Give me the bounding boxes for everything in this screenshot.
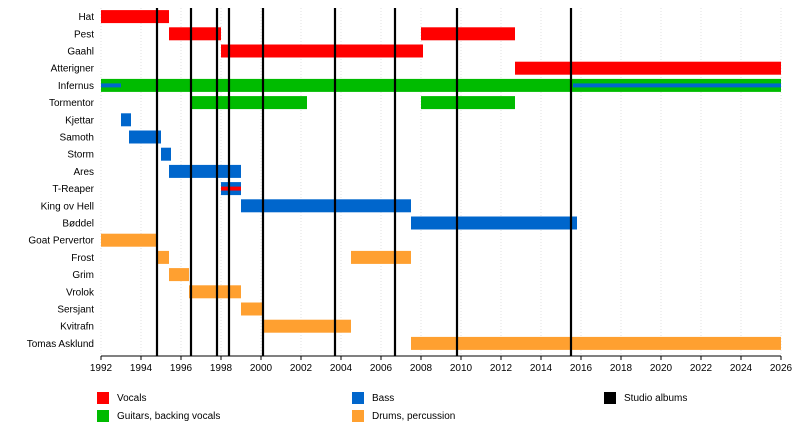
member-bar-guitars <box>191 96 307 110</box>
legend-swatch <box>352 392 364 404</box>
legend-item-vocals: Vocals <box>97 392 146 404</box>
legend-item-guitars: Guitars, backing vocals <box>97 410 220 422</box>
member-label: Frost <box>71 253 94 264</box>
member-bar-vocals <box>515 61 781 75</box>
member-label: King ov Hell <box>41 201 94 212</box>
legend-item-drums: Drums, percussion <box>352 410 455 422</box>
member-label: T-Reaper <box>52 184 94 195</box>
x-tick-label: 2016 <box>570 363 593 374</box>
member-bar-drums <box>351 250 411 264</box>
member-bar-drums <box>411 336 781 350</box>
x-tick-label: 1998 <box>210 363 233 374</box>
member-label: Pest <box>74 29 94 40</box>
member-bar-bass <box>169 164 241 178</box>
x-tick-label: 2008 <box>410 363 433 374</box>
grid-lines <box>100 8 782 356</box>
x-tick-label: 2022 <box>690 363 713 374</box>
x-tick-label: 2014 <box>530 363 553 374</box>
legend-swatch <box>604 392 616 404</box>
member-bar-overlay-vocals <box>221 186 241 191</box>
member-label: Gaahl <box>67 47 94 58</box>
legend-swatch <box>97 392 109 404</box>
x-tick-label: 2012 <box>490 363 513 374</box>
member-bar-vocals <box>169 27 221 41</box>
member-label: Bøddel <box>62 219 94 230</box>
member-label: Infernus <box>58 81 94 92</box>
member-label: Hat <box>78 12 94 23</box>
legend-label: Studio albums <box>624 392 688 404</box>
member-bar-vocals <box>221 44 423 58</box>
member-bar-drums <box>157 250 169 264</box>
member-bar-guitars <box>101 78 781 92</box>
member-bars <box>101 10 781 350</box>
x-tick-label: 1992 <box>90 363 113 374</box>
member-label: Ares <box>73 167 94 178</box>
legend-label: Vocals <box>117 392 147 404</box>
x-tick-label: 2002 <box>290 363 313 374</box>
legend-item-bass: Bass <box>352 392 394 404</box>
member-label: Sersjant <box>57 305 94 316</box>
x-tick-label: 2018 <box>610 363 633 374</box>
member-label: Tomas Asklund <box>27 339 94 350</box>
member-label: Kjettar <box>65 115 95 126</box>
legend-swatch <box>97 410 109 422</box>
member-bar-drums <box>169 268 189 282</box>
legend-label: Guitars, backing vocals <box>117 410 221 422</box>
x-tick-label: 2026 <box>770 363 793 374</box>
member-bar-drums <box>241 302 263 316</box>
legend-label: Bass <box>372 392 395 404</box>
x-tick-label: 1996 <box>170 363 193 374</box>
member-label: Grim <box>72 270 94 281</box>
x-tick-label: 2004 <box>330 363 353 374</box>
member-bar-bass <box>241 199 411 213</box>
member-bar-drums <box>101 233 157 247</box>
member-label: Goat Pervertor <box>28 236 94 247</box>
x-tick-label: 2006 <box>370 363 393 374</box>
member-bar-vocals <box>101 10 169 24</box>
member-labels: Hat Pest Gaahl Atterigner Infernus Tormentor K… <box>27 12 95 350</box>
x-tick-label: 2010 <box>450 363 473 374</box>
album-lines <box>155 8 573 356</box>
member-bar-guitars <box>421 96 515 110</box>
x-tick-label: 1994 <box>130 363 153 374</box>
member-bar-overlay-bass <box>101 83 121 88</box>
member-bar-bass <box>129 130 161 144</box>
member-bar-overlay-bass <box>573 83 781 88</box>
member-label: Vrolok <box>66 287 95 298</box>
member-bar-bass <box>161 147 171 161</box>
member-label: Tormentor <box>49 98 95 109</box>
member-label: Kvitrafn <box>60 322 94 333</box>
member-label: Atterigner <box>51 64 95 75</box>
member-bar-vocals <box>421 27 515 41</box>
member-bar-drums <box>189 285 241 299</box>
legend-swatch <box>352 410 364 422</box>
member-label: Storm <box>67 150 94 161</box>
legend: Vocals Guitars, backing vocals Bass Drums, … <box>0 392 800 436</box>
x-tick-label: 2020 <box>650 363 673 374</box>
member-label: Samoth <box>60 133 94 144</box>
legend-item-albums: Studio albums <box>604 392 687 404</box>
x-tick-label: 2000 <box>250 363 273 374</box>
x-tick-label: 2024 <box>730 363 753 374</box>
member-bar-drums <box>263 319 351 333</box>
member-bar-bass <box>411 216 577 230</box>
band-timeline-chart: Hat Pest Gaahl Atterigner Infernus Tormentor K… <box>27 8 793 374</box>
member-bar-bass <box>121 113 131 127</box>
legend-label: Drums, percussion <box>372 410 456 422</box>
x-axis: 1992 1994 1996 1998 2000 2002 2004 2006 2008 2010… <box>90 355 793 374</box>
